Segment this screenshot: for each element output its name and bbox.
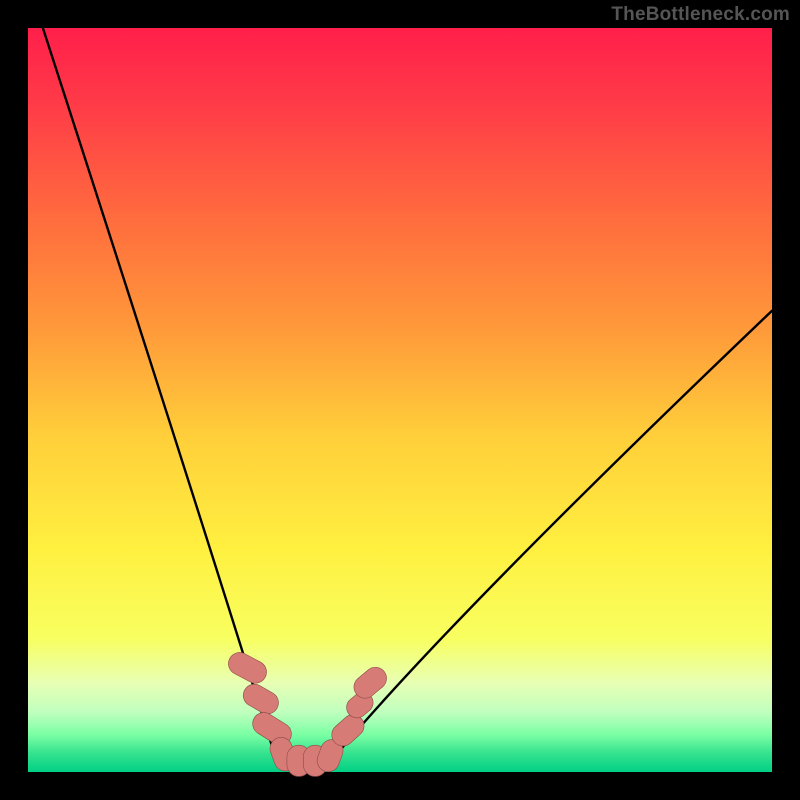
watermark-text: TheBottleneck.com xyxy=(611,4,790,26)
curve-markers xyxy=(225,649,392,777)
chart-frame: TheBottleneck.com xyxy=(0,0,800,800)
bottleneck-curve xyxy=(43,28,772,763)
plot-area xyxy=(28,28,772,772)
marker-L1 xyxy=(225,649,271,688)
curve-layer xyxy=(28,28,772,772)
